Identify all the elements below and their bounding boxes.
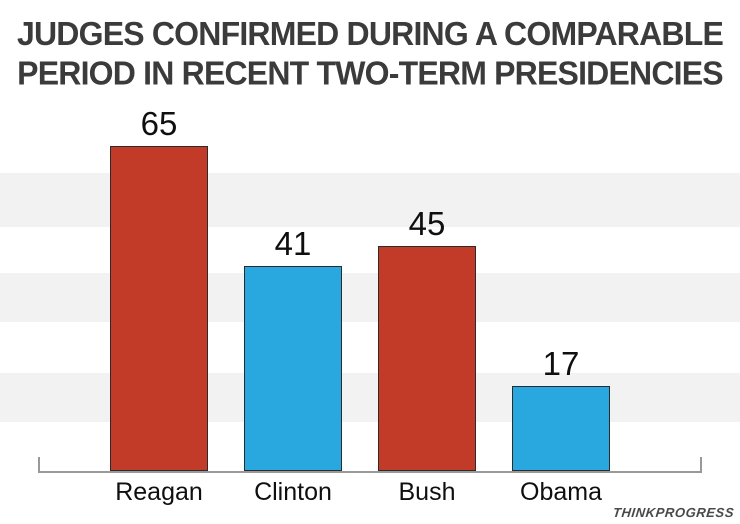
bar-value-label-obama: 17 <box>542 345 580 382</box>
x-axis-right-tick <box>700 457 702 472</box>
x-tick-label-bush: Bush <box>398 478 456 506</box>
bar-reagan <box>110 146 208 471</box>
bar-value-label-bush: 45 <box>408 205 446 242</box>
x-axis <box>38 471 702 473</box>
bar-bush <box>378 246 476 471</box>
thinkprogress-logo: THINKPROGRESS <box>612 505 735 520</box>
x-tick-label-reagan: Reagan <box>115 478 203 506</box>
bar-obama <box>512 386 610 471</box>
chart-title: JUDGES CONFIRMED DURING A COMPARABLE PER… <box>0 14 740 93</box>
chart-title-line-1: JUDGES CONFIRMED DURING A COMPARABLE <box>16 15 724 53</box>
x-axis-left-tick <box>38 457 40 472</box>
x-tick-label-obama: Obama <box>520 478 602 506</box>
chart-title-line-2: PERIOD IN RECENT TWO-TERM PRESIDENCIES <box>17 54 723 92</box>
x-tick-label-clinton: Clinton <box>254 478 332 506</box>
bar-value-label-clinton: 41 <box>274 225 312 262</box>
bar-value-label-reagan: 65 <box>140 105 178 142</box>
bar-clinton <box>244 266 342 471</box>
